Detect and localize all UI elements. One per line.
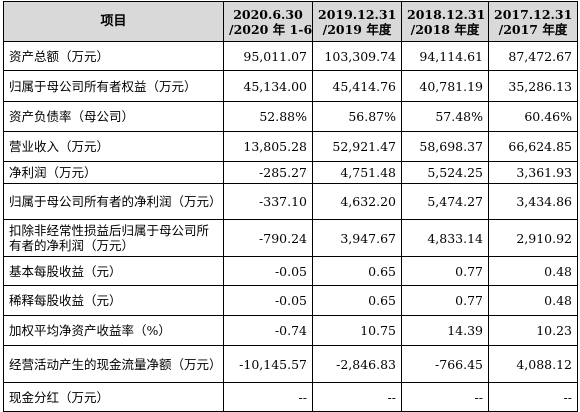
period-header: 2019.12.31 /2019 年度 xyxy=(312,1,402,42)
table-row: 营业收入（万元） 13,805.28 52,921.47 58,698.37 6… xyxy=(3,131,578,162)
cell-value: 40,781.19 xyxy=(401,70,489,102)
cell-value: 52,921.47 xyxy=(312,131,402,162)
cell-value: 56.87% xyxy=(312,101,402,132)
row-label: 归属于母公司所有者权益（万元） xyxy=(3,70,224,102)
cell-value: 35,286.13 xyxy=(488,70,578,102)
cell-value: 4,632.20 xyxy=(312,183,402,220)
cell-value: 57.48% xyxy=(401,101,489,132)
period-date: 2019.12.31 xyxy=(318,6,397,22)
row-label: 经营活动产生的现金流量净额（万元） xyxy=(3,345,224,383)
row-label: 营业收入（万元） xyxy=(3,131,224,162)
cell-value: -790.24 xyxy=(223,219,313,257)
period-header: 2018.12.31 /2018 年度 xyxy=(401,1,489,42)
row-label: 扣除非经常性损益后归属于母公司所有者的净利润（万元） xyxy=(3,219,224,257)
cell-value: 10.75 xyxy=(312,315,402,346)
cell-value: -- xyxy=(312,382,402,412)
table-row: 资产总额（万元） 95,011.07 103,309.74 94,114.61 … xyxy=(3,41,578,71)
cell-value: -- xyxy=(223,382,313,412)
cell-value: 5,474.27 xyxy=(401,183,489,220)
table-row: 归属于母公司所有者的净利润（万元） -337.10 4,632.20 5,474… xyxy=(3,183,578,220)
table-row: 净利润（万元） -285.27 4,751.48 5,524.25 3,361.… xyxy=(3,161,578,184)
table-row: 基本每股收益（元） -0.05 0.65 0.77 0.48 xyxy=(3,256,578,286)
row-label: 归属于母公司所有者的净利润（万元） xyxy=(3,183,224,220)
cell-value: 0.48 xyxy=(488,285,578,316)
period-date: 2020.6.30 xyxy=(233,6,303,22)
cell-value: -10,145.57 xyxy=(223,345,313,383)
header-row: 项目 2020.6.30 /2020 年 1-6 月 2019.12.31 /2… xyxy=(3,1,578,42)
cell-value: 87,472.67 xyxy=(488,41,578,71)
financial-table: 项目 2020.6.30 /2020 年 1-6 月 2019.12.31 /2… xyxy=(3,1,578,412)
cell-value: 66,624.85 xyxy=(488,131,578,162)
cell-value: 3,361.93 xyxy=(488,161,578,184)
cell-value: 4,088.12 xyxy=(488,345,578,383)
cell-value: 2,910.92 xyxy=(488,219,578,257)
row-label: 基本每股收益（元） xyxy=(3,256,224,286)
cell-value: 0.48 xyxy=(488,256,578,286)
row-label: 净利润（万元） xyxy=(3,161,224,184)
cell-value: 103,309.74 xyxy=(312,41,402,71)
period-header: 2017.12.31 /2017 年度 xyxy=(488,1,578,42)
cell-value: 4,751.48 xyxy=(312,161,402,184)
period-range: /2019 年度 xyxy=(322,21,392,37)
item-header: 项目 xyxy=(3,1,224,42)
cell-value: 3,947.67 xyxy=(312,219,402,257)
cell-value: 95,011.07 xyxy=(223,41,313,71)
cell-value: -- xyxy=(401,382,489,412)
cell-value: 13,805.28 xyxy=(223,131,313,162)
period-range: /2018 年度 xyxy=(410,21,480,37)
period-date: 2018.12.31 xyxy=(407,6,486,22)
row-label: 加权平均净资产收益率（%） xyxy=(3,315,224,346)
cell-value: -766.45 xyxy=(401,345,489,383)
cell-value: 94,114.61 xyxy=(401,41,489,71)
cell-value: -285.27 xyxy=(223,161,313,184)
table-row: 资产负债率（母公司） 52.88% 56.87% 57.48% 60.46% xyxy=(3,101,578,132)
row-label: 资产负债率（母公司） xyxy=(3,101,224,132)
row-label: 现金分红（万元） xyxy=(3,382,224,412)
cell-value: 4,833.14 xyxy=(401,219,489,257)
cell-value: 52.88% xyxy=(223,101,313,132)
cell-value: 14.39 xyxy=(401,315,489,346)
cell-value: 60.46% xyxy=(488,101,578,132)
cell-value: 5,524.25 xyxy=(401,161,489,184)
cell-value: 0.65 xyxy=(312,285,402,316)
row-label: 稀释每股收益（元） xyxy=(3,285,224,316)
cell-value: 0.65 xyxy=(312,256,402,286)
cell-value: 0.77 xyxy=(401,285,489,316)
cell-value: 58,698.37 xyxy=(401,131,489,162)
cell-value: 10.23 xyxy=(488,315,578,346)
row-label: 资产总额（万元） xyxy=(3,41,224,71)
cell-value: 3,434.86 xyxy=(488,183,578,220)
period-date: 2017.12.31 xyxy=(494,6,573,22)
cell-value: -- xyxy=(488,382,578,412)
cell-value: -0.74 xyxy=(223,315,313,346)
cell-value: -0.05 xyxy=(223,285,313,316)
period-header: 2020.6.30 /2020 年 1-6 月 xyxy=(223,1,313,42)
table-row: 加权平均净资产收益率（%） -0.74 10.75 14.39 10.23 xyxy=(3,315,578,346)
period-range: /2020 年 1-6 月 xyxy=(229,21,313,37)
cell-value: 0.77 xyxy=(401,256,489,286)
cell-value: 45,134.00 xyxy=(223,70,313,102)
table-row: 归属于母公司所有者权益（万元） 45,134.00 45,414.76 40,7… xyxy=(3,70,578,102)
cell-value: -337.10 xyxy=(223,183,313,220)
table-row: 现金分红（万元） -- -- -- -- xyxy=(3,382,578,412)
cell-value: -0.05 xyxy=(223,256,313,286)
cell-value: 45,414.76 xyxy=(312,70,402,102)
period-range: /2017 年度 xyxy=(498,21,568,37)
cell-value: -2,846.83 xyxy=(312,345,402,383)
table-row: 稀释每股收益（元） -0.05 0.65 0.77 0.48 xyxy=(3,285,578,316)
table-row: 经营活动产生的现金流量净额（万元） -10,145.57 -2,846.83 -… xyxy=(3,345,578,383)
table-row: 扣除非经常性损益后归属于母公司所有者的净利润（万元） -790.24 3,947… xyxy=(3,219,578,257)
